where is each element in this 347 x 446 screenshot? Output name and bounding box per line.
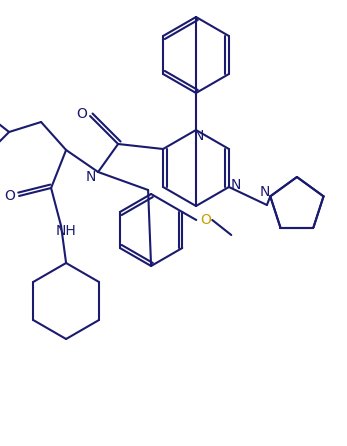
Text: O: O	[200, 213, 211, 227]
Text: N: N	[86, 170, 96, 184]
Text: N: N	[260, 186, 270, 199]
Text: NH: NH	[56, 224, 76, 238]
Text: O: O	[77, 107, 87, 121]
Text: O: O	[5, 189, 16, 203]
Text: N: N	[194, 129, 204, 143]
Text: N: N	[231, 178, 241, 192]
